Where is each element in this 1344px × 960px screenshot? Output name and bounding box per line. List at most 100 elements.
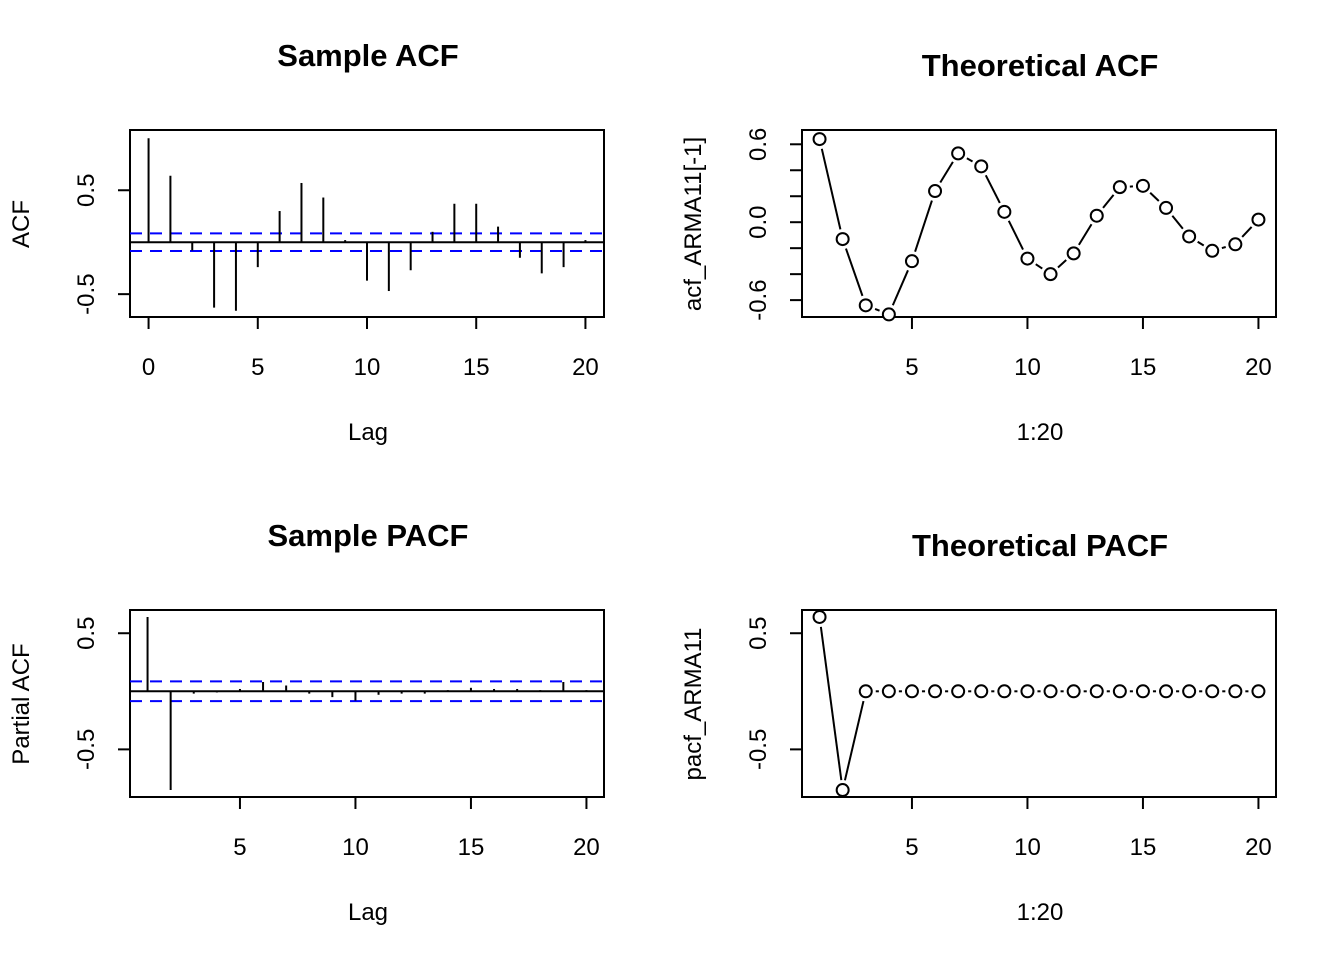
plot-marks: 0 5 10 15 20 -0.5 0.5 <box>73 138 604 381</box>
connector-segment <box>1007 220 1024 251</box>
x-tick-label: 20 <box>573 834 600 861</box>
x-tick-label: 15 <box>1130 354 1157 381</box>
data-point <box>1251 212 1266 227</box>
connector-segment <box>819 626 843 781</box>
data-point <box>835 783 850 798</box>
data-point <box>928 684 943 699</box>
connector-segment <box>1078 223 1093 246</box>
connector-segment <box>1102 194 1115 209</box>
y-axis-label: ACF <box>8 200 35 248</box>
data-point <box>835 232 850 247</box>
x-tick-label: 10 <box>354 354 381 381</box>
data-point <box>1228 684 1243 699</box>
data-point <box>881 684 896 699</box>
connector-segment <box>1149 192 1160 202</box>
connector-segment <box>1171 215 1184 230</box>
data-point <box>1066 684 1081 699</box>
y-tick-label: 0.0 <box>745 206 772 239</box>
data-point <box>1159 684 1174 699</box>
connector-segment <box>966 157 974 163</box>
data-point <box>1251 684 1266 699</box>
y-tick-label: 0.6 <box>745 128 772 161</box>
sample-acf-panel: Sample ACF Lag ACF 0 5 10 15 20 -0.5 0.5 <box>8 38 605 446</box>
connector-segment <box>1057 259 1067 269</box>
plot-marks: 5 10 15 20 -0.5 0.5 <box>73 617 604 861</box>
data-point <box>858 298 873 313</box>
x-tick-label: 20 <box>1245 834 1272 861</box>
y-axis-label: pacf_ARMA11 <box>680 628 707 781</box>
data-point <box>997 684 1012 699</box>
x-tick-label: 0 <box>142 354 155 381</box>
data-point <box>1182 684 1197 699</box>
x-tick-label: 15 <box>458 834 485 861</box>
data-point <box>812 132 827 147</box>
x-tick-label: 20 <box>1245 354 1272 381</box>
data-point <box>997 204 1012 219</box>
data-point <box>974 159 989 174</box>
sample-pacf-panel: Sample PACF Lag Partial ACF 5 10 15 20 -0.5 0… <box>8 518 605 926</box>
x-tick-label: 5 <box>905 834 918 861</box>
x-tick-label: 10 <box>1014 354 1041 381</box>
connector-segment <box>1035 263 1043 270</box>
y-tick-label: 0.5 <box>745 617 772 650</box>
connector-segment <box>891 269 909 306</box>
data-point <box>1205 243 1220 258</box>
theoretical-acf-panel: Theoretical ACF 1:20 acf_ARMA11[-1] 5 10 1… <box>680 48 1277 446</box>
connector-segment <box>939 161 954 184</box>
y-axis-label: Partial ACF <box>8 643 35 764</box>
chart-title: Sample PACF <box>268 518 469 553</box>
data-point <box>1020 251 1035 266</box>
data-point <box>858 684 873 699</box>
data-point <box>974 684 989 699</box>
data-point <box>881 307 896 322</box>
data-point <box>904 254 919 269</box>
x-tick-label: 10 <box>342 834 369 861</box>
data-point <box>1205 684 1220 699</box>
data-point <box>1089 684 1104 699</box>
connector-segment <box>843 700 865 781</box>
plot-marks: 5 10 15 20 -0.5 0.5 <box>745 609 1272 861</box>
data-point <box>1182 229 1197 244</box>
x-tick-label: 15 <box>1130 834 1157 861</box>
data-point <box>951 684 966 699</box>
y-tick-label: 0.5 <box>73 174 100 207</box>
data-point <box>1089 208 1104 223</box>
x-axis-label: 1:20 <box>1017 419 1064 446</box>
data-point <box>951 146 966 161</box>
data-point <box>1112 684 1127 699</box>
data-point <box>928 184 943 199</box>
y-tick-label: 0.5 <box>73 617 100 650</box>
data-point <box>1159 200 1174 215</box>
x-axis-label: Lag <box>348 419 388 446</box>
chart-title: Sample ACF <box>277 38 458 73</box>
connector-segment <box>914 200 933 252</box>
connector-segment <box>820 148 842 230</box>
data-point <box>1135 684 1150 699</box>
x-tick-label: 5 <box>233 834 246 861</box>
connector-segment <box>1241 226 1253 238</box>
data-point <box>1228 237 1243 252</box>
connector-segment <box>874 308 880 312</box>
x-tick-label: 5 <box>251 354 264 381</box>
y-tick-label: -0.5 <box>73 273 100 314</box>
connector-segment <box>984 174 1001 204</box>
plot-marks: 5 10 15 20 -0.6 0.0 0.6 <box>745 128 1272 381</box>
chart-title: Theoretical ACF <box>922 48 1159 83</box>
data-point <box>1112 180 1127 195</box>
x-tick-label: 15 <box>463 354 490 381</box>
data-point <box>812 609 827 624</box>
data-point <box>1020 684 1035 699</box>
x-axis-label: 1:20 <box>1017 899 1064 926</box>
y-axis-label: acf_ARMA11[-1] <box>680 137 707 311</box>
x-tick-label: 20 <box>572 354 599 381</box>
data-point <box>1043 684 1058 699</box>
connector-segment <box>1221 246 1226 250</box>
connector-segment <box>1197 240 1205 247</box>
y-tick-label: -0.5 <box>745 729 772 770</box>
theoretical-pacf-panel: Theoretical PACF 1:20 pacf_ARMA11 5 10 15 2… <box>680 528 1277 926</box>
connector-segment <box>845 248 864 297</box>
data-point <box>1066 246 1081 261</box>
x-tick-label: 10 <box>1014 834 1041 861</box>
x-axis-label: Lag <box>348 899 388 926</box>
